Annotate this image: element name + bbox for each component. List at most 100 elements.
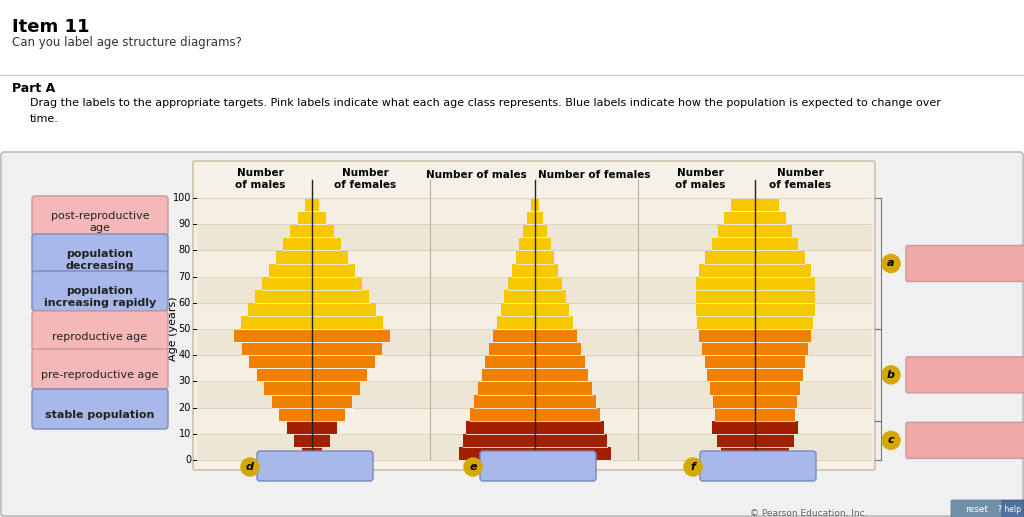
Text: time.: time. [30,114,58,124]
Bar [536,264,558,277]
Bar [312,303,376,316]
Text: Item 11: Item 11 [12,18,89,36]
Bar [474,395,535,407]
Bar [756,225,792,237]
Bar [248,303,311,316]
Bar [242,343,311,355]
FancyBboxPatch shape [32,271,168,311]
Text: 40: 40 [179,350,191,360]
Bar [459,447,535,460]
Bar [756,251,805,264]
Bar [312,395,352,407]
Bar [312,251,348,264]
FancyBboxPatch shape [906,422,1024,459]
Bar [501,303,535,316]
Bar [249,356,311,368]
Bar [312,343,382,355]
Bar [756,264,811,277]
Bar [312,329,390,342]
Bar [485,356,535,368]
FancyBboxPatch shape [480,451,596,481]
FancyBboxPatch shape [32,389,168,429]
Bar [756,408,795,421]
Bar [696,316,755,329]
Bar [756,382,800,394]
Bar [493,329,535,342]
Bar [255,290,311,303]
Text: d: d [246,462,254,472]
Bar [756,316,813,329]
Bar [197,407,871,434]
FancyBboxPatch shape [32,311,168,351]
Bar [756,238,799,250]
Bar [527,211,535,224]
Bar [536,199,540,211]
Bar [536,211,543,224]
Bar [536,251,554,264]
Bar [257,369,311,382]
Bar [197,277,871,303]
Bar [463,434,535,447]
Bar [467,421,535,434]
Text: stable population: stable population [45,410,155,420]
Text: 50: 50 [178,324,191,334]
Bar [715,408,755,421]
Bar [312,408,345,421]
Bar [262,277,311,290]
Bar [713,395,755,407]
Bar [312,225,334,237]
FancyBboxPatch shape [1,152,1023,516]
Bar [312,421,337,434]
Bar [530,199,535,211]
Bar [264,382,311,394]
Bar [197,224,871,250]
Bar [312,447,322,460]
Bar [280,408,311,421]
Bar [508,277,535,290]
FancyBboxPatch shape [193,161,874,470]
Text: ? help: ? help [997,505,1021,513]
Bar [489,343,535,355]
Bar [756,277,814,290]
Bar [536,382,592,394]
Bar [712,238,755,250]
Bar [284,238,311,250]
Bar [312,290,369,303]
Text: decreasing: decreasing [66,261,134,271]
Bar [312,382,359,394]
Bar [478,382,535,394]
Bar [731,199,755,211]
Text: Number
of males: Number of males [234,168,286,190]
Bar [504,290,535,303]
Text: Number
of females: Number of females [769,168,831,190]
Bar [536,421,603,434]
FancyBboxPatch shape [1002,500,1024,517]
Bar [287,421,311,434]
Bar [312,199,319,211]
Bar [536,343,581,355]
Bar [756,369,803,382]
Bar [519,238,535,250]
Text: Number
of males: Number of males [675,168,725,190]
Bar [536,225,547,237]
Circle shape [882,254,900,272]
Bar [312,434,330,447]
Text: Number
of females: Number of females [334,168,396,190]
Bar [312,356,375,368]
Bar [291,225,311,237]
Bar [708,369,755,382]
Bar [312,238,341,250]
Circle shape [464,458,482,476]
Bar [536,369,589,382]
Bar [197,250,871,277]
Bar [695,303,755,316]
Bar [710,382,755,394]
Bar [721,447,755,460]
Bar [197,382,871,407]
Bar [295,434,311,447]
Bar [497,316,535,329]
Bar [271,395,311,407]
Text: 100: 100 [173,193,191,203]
Bar [724,211,755,224]
Bar [756,395,798,407]
